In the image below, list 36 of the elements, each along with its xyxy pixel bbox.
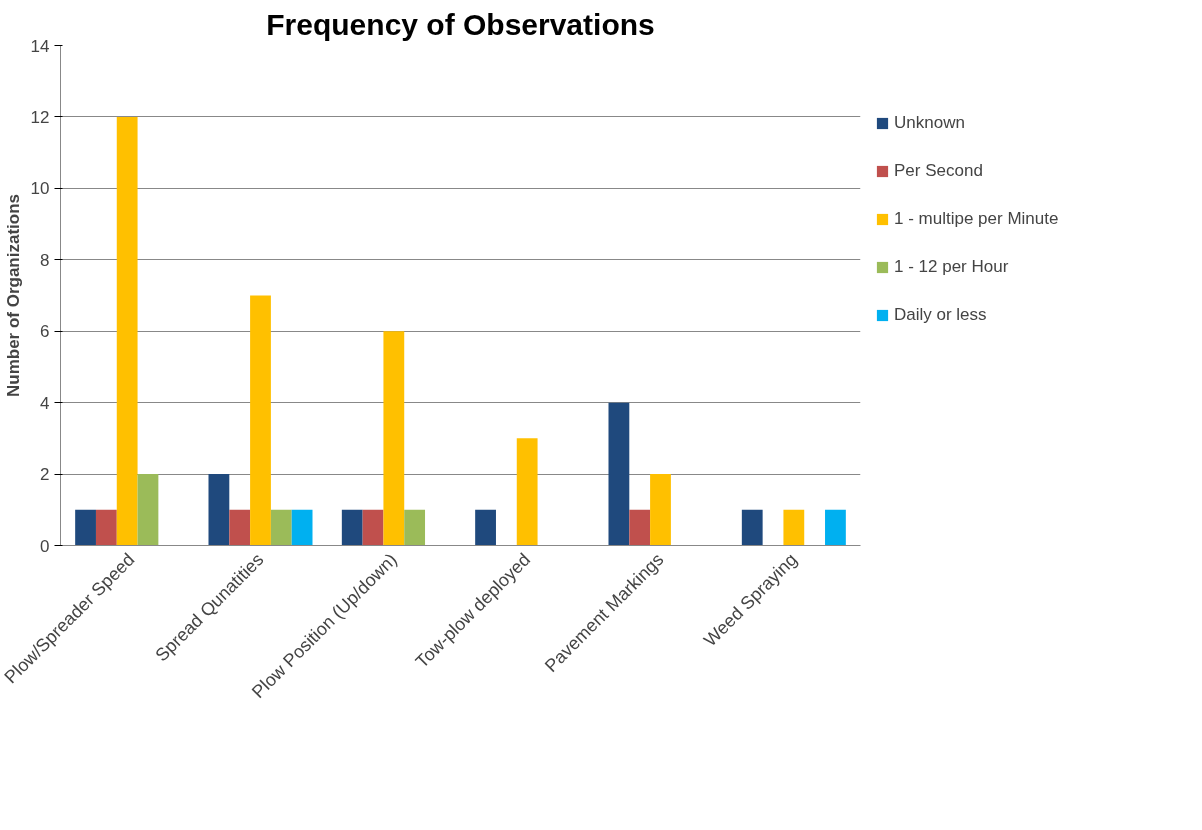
y-tick-label: 12 xyxy=(30,107,50,127)
bar xyxy=(383,331,405,546)
bar xyxy=(783,509,805,546)
bar xyxy=(75,509,96,546)
y-tick-label: 4 xyxy=(40,393,50,413)
legend-label: Unknown xyxy=(894,113,965,133)
bar xyxy=(608,402,630,546)
y-tick-label: 8 xyxy=(40,250,50,270)
bar xyxy=(516,438,538,546)
bar xyxy=(341,509,363,546)
bar xyxy=(250,295,271,546)
y-tick-label: 6 xyxy=(40,322,50,342)
y-tick-label: 14 xyxy=(30,36,50,56)
legend-label: Daily or less xyxy=(894,305,987,325)
bar xyxy=(741,509,763,546)
bar xyxy=(95,509,117,546)
bar xyxy=(116,116,138,546)
bar xyxy=(650,474,671,546)
y-tick-label: 0 xyxy=(40,536,50,556)
bar xyxy=(475,509,496,546)
chart-title: Frequency of Observations xyxy=(266,7,655,41)
legend-label: Per Second xyxy=(894,161,983,181)
legend-label: 1 - multipe per Minute xyxy=(894,209,1059,229)
y-tick-label: 10 xyxy=(30,179,50,199)
bar xyxy=(404,509,426,546)
y-tick-label: 2 xyxy=(40,465,50,485)
bar xyxy=(291,509,313,546)
bar xyxy=(137,474,159,546)
y-axis-title: Number of Organizations xyxy=(3,193,23,398)
bar xyxy=(208,474,230,546)
bar xyxy=(825,509,846,546)
bar xyxy=(362,509,384,546)
bar xyxy=(229,509,251,546)
legend-label: 1 - 12 per Hour xyxy=(894,257,1009,277)
bar xyxy=(270,509,292,546)
bar xyxy=(629,509,651,546)
